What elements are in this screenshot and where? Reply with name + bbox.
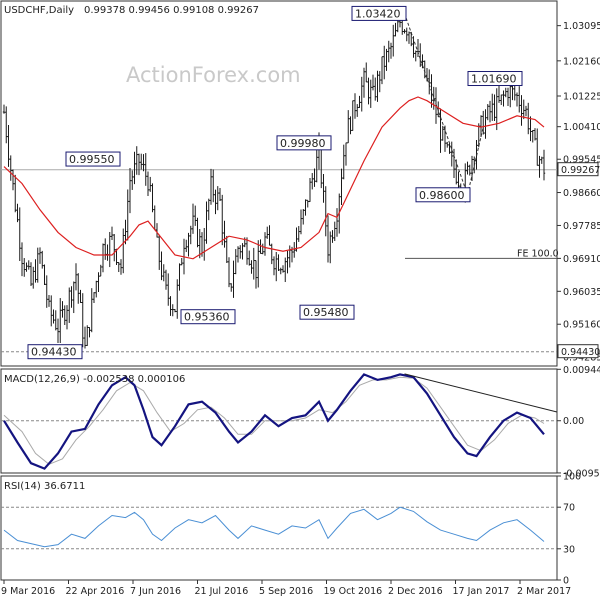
price-annotation-label: 0.99550 xyxy=(69,153,115,166)
date-tick-label: 2 Mar 2017 xyxy=(517,586,571,597)
support-price-tag-box xyxy=(557,344,599,359)
swing-dash-line xyxy=(404,13,468,195)
price-tick-label: 0.97785 xyxy=(563,221,600,232)
date-tick-label: 9 Mar 2016 xyxy=(1,586,55,597)
current-price-tag: 0.99267 xyxy=(561,165,600,176)
date-tick-label: 2 Dec 2016 xyxy=(388,586,443,597)
price-tick-label: 0.96035 xyxy=(563,287,600,298)
price-annotation-box xyxy=(351,5,407,21)
price-annotation-box xyxy=(65,151,121,167)
price-annotation-box xyxy=(180,309,236,325)
price-tick-label: 0.99545 xyxy=(563,155,600,166)
date-tick-label: 7 Jun 2016 xyxy=(130,586,181,597)
price-panel-frame xyxy=(0,0,558,367)
moving-average-line xyxy=(3,96,545,260)
rsi-line xyxy=(3,506,545,548)
rsi-tick-label: 30 xyxy=(563,544,575,555)
price-annotation-label: 0.94430 xyxy=(31,346,77,359)
chart-title-ohlc: 0.99378 0.99456 0.99108 0.99267 xyxy=(84,5,259,16)
price-tick-label: 0.96910 xyxy=(563,254,600,265)
macd-tick-label: -0.009588 xyxy=(563,468,600,479)
macd-line xyxy=(3,373,545,470)
price-annotation-box xyxy=(276,135,332,151)
rsi-panel-frame xyxy=(0,475,558,581)
price-tick-label: 1.03095 xyxy=(563,21,600,32)
price-annotation-box xyxy=(415,187,471,203)
price-layer xyxy=(1,8,557,353)
rsi-tick-label: 100 xyxy=(563,472,581,483)
price-tick-label: 1.00410 xyxy=(563,122,600,133)
macd-layer xyxy=(1,373,558,470)
date-tick-label: 19 Oct 2016 xyxy=(324,586,383,597)
price-annotation-label: 1.03420 xyxy=(355,7,401,20)
date-tick-label: 17 Jan 2017 xyxy=(453,586,510,597)
price-tick-label: 0.95160 xyxy=(563,320,600,331)
price-tick-label: 0.98660 xyxy=(563,188,600,199)
macd-tick-label: 0.009446 xyxy=(563,365,600,376)
watermark: ActionForex.com xyxy=(126,63,301,87)
macd-tick-label: 0.00 xyxy=(563,416,584,427)
price-tick-label: 1.02160 xyxy=(563,56,600,67)
price-annotation-box xyxy=(27,344,83,360)
price-annotation-label: 0.99980 xyxy=(280,137,326,150)
swing-dash-line-2 xyxy=(467,126,484,195)
price-tick-label: 1.01225 xyxy=(563,92,600,103)
price-annotation-box xyxy=(467,71,523,87)
price-annotation-label: 0.98600 xyxy=(419,189,465,202)
price-annotation-label: 1.01690 xyxy=(471,73,517,86)
rsi-title: RSI(14) 36.6711 xyxy=(4,481,85,492)
rsi-tick-label: 0 xyxy=(563,576,569,587)
macd-trend-line xyxy=(404,373,558,413)
price-annotation-label: 0.95480 xyxy=(303,306,349,319)
macd-signal-line xyxy=(3,376,545,465)
date-tick-label: 21 Jul 2016 xyxy=(195,586,249,597)
date-tick-label: 22 Apr 2016 xyxy=(66,586,125,597)
label-layer: 1.03420 1.01690 0.99980 0.99550 0.98600 0.953… xyxy=(27,5,600,360)
price-annotation-label: 0.95360 xyxy=(184,311,230,324)
price-annotation-box xyxy=(299,304,355,320)
date-tick-label: 5 Sep 2016 xyxy=(259,586,313,597)
fe-annotation-label: FE 100.0 xyxy=(517,248,559,259)
support-price-tag: 0.94430 xyxy=(561,347,600,358)
rsi-layer xyxy=(1,506,557,550)
macd-title: MACD(12,26,9) -0.002538 0.000106 xyxy=(4,374,185,385)
rsi-tick-label: 70 xyxy=(563,503,575,514)
current-price-tag-box xyxy=(557,162,599,177)
chart-title-symbol: USDCHF,Daily xyxy=(4,5,74,16)
